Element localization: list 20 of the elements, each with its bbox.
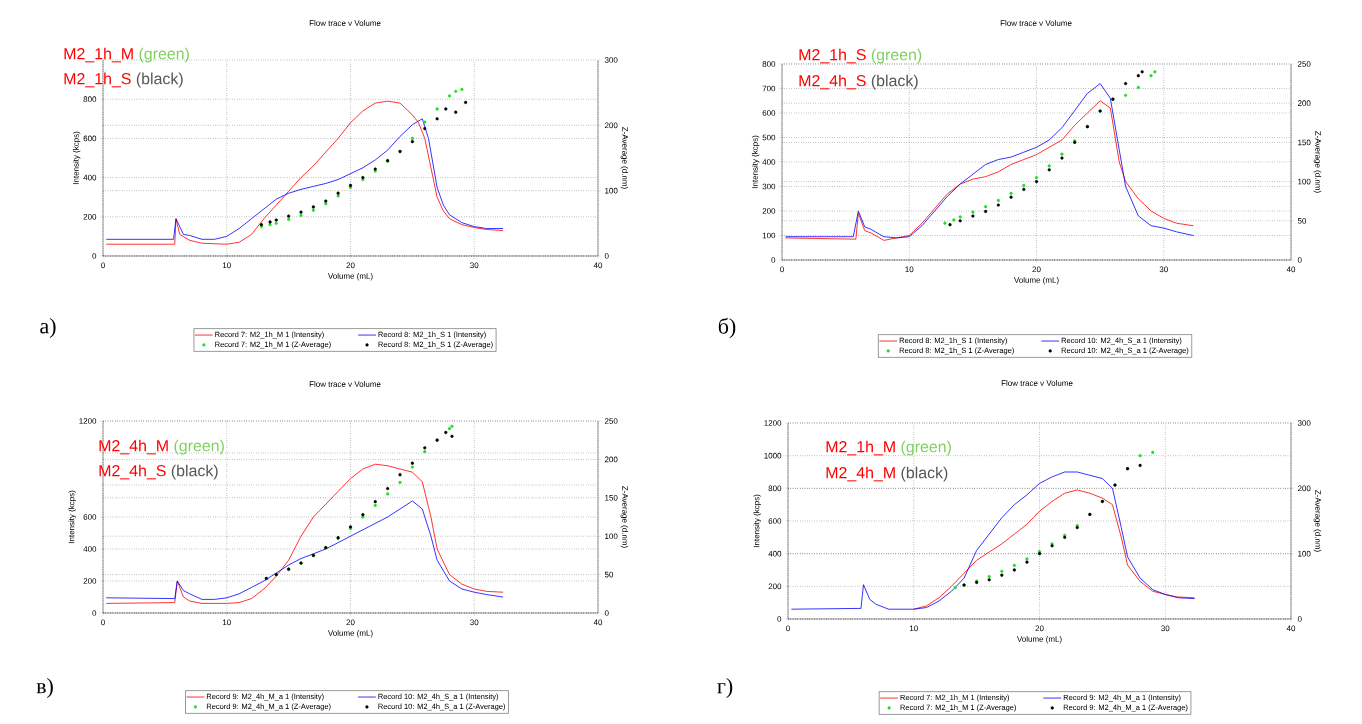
annotation: M2_4h_M	[99, 439, 168, 455]
annotation: M2_1h_M	[826, 440, 895, 456]
annotation: M2_1h_M	[64, 47, 133, 63]
annotation: (black)	[871, 74, 918, 90]
annotation: M2_1h_S	[64, 72, 131, 88]
text: (green)	[871, 48, 922, 64]
annotation: (green)	[139, 47, 189, 63]
annotation: (green)	[174, 439, 224, 455]
annotation: (black)	[171, 464, 218, 480]
text: M2_1h_S	[799, 48, 866, 64]
annotation: (green)	[901, 440, 951, 456]
text: г)	[717, 678, 733, 698]
text: в)	[36, 678, 53, 698]
annotation: M2_4h_M	[826, 466, 895, 482]
annotation: M2_4h_S	[799, 74, 866, 90]
annotation: (black)	[136, 72, 183, 88]
text: б)	[718, 317, 736, 339]
annotation: (black)	[901, 466, 948, 482]
annotation: M2_4h_S	[99, 464, 166, 480]
text: а)	[40, 318, 56, 338]
